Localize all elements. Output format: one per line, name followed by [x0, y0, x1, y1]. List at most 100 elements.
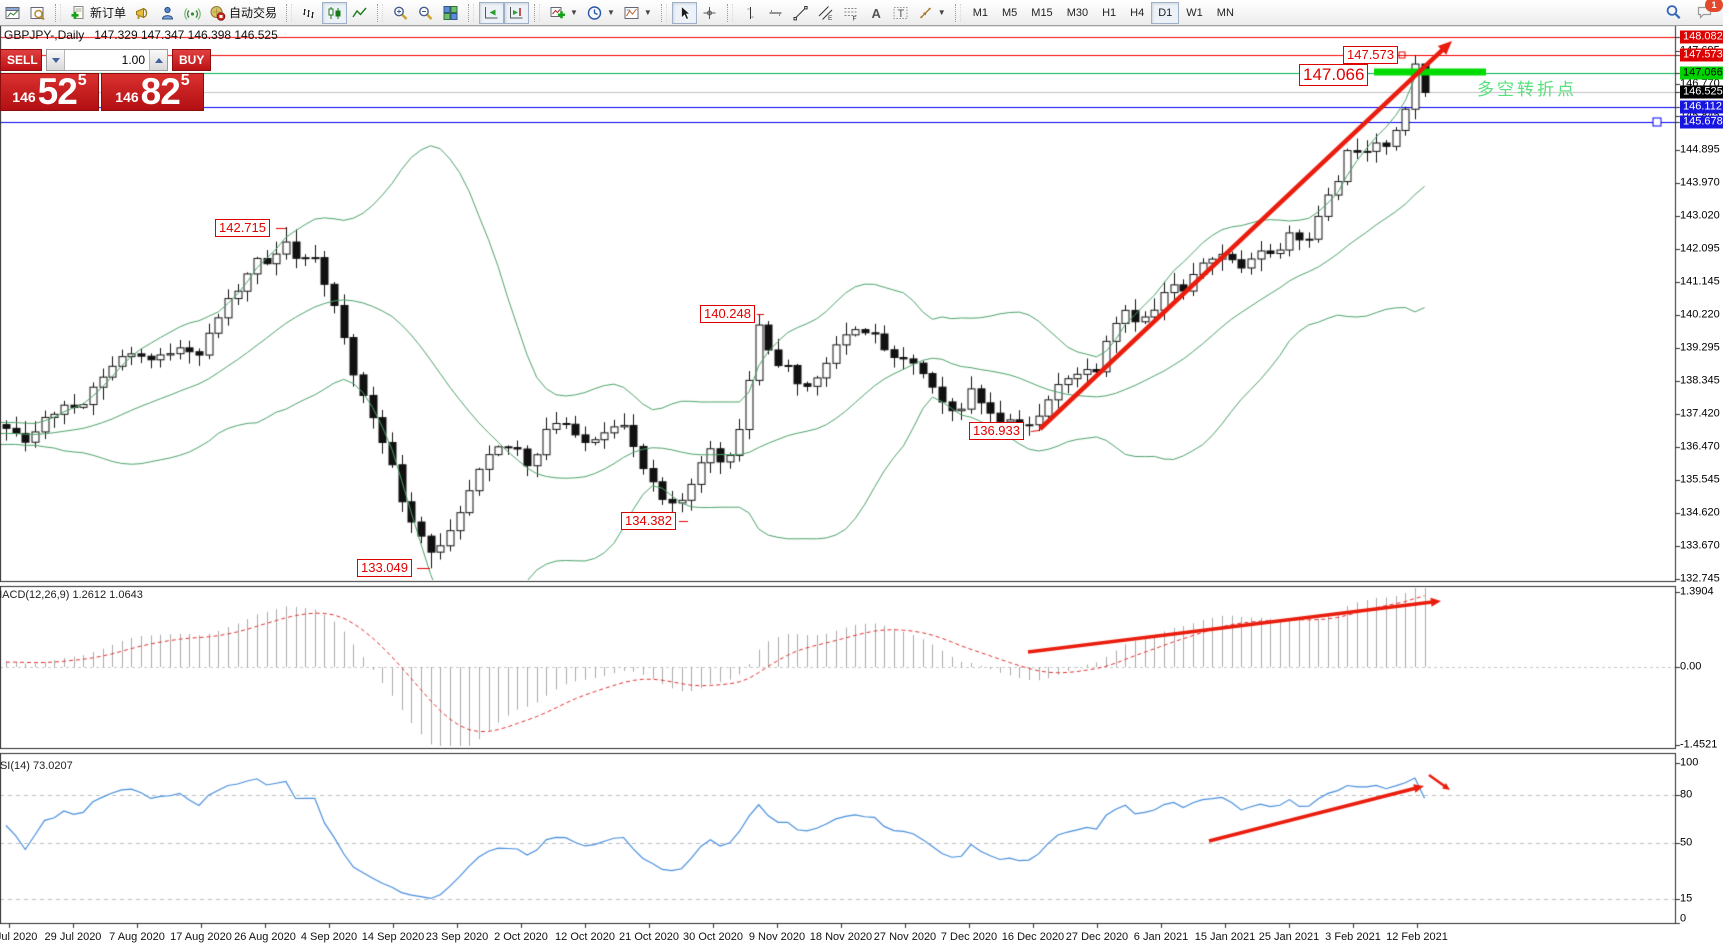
volume-increase-button[interactable] — [149, 50, 167, 70]
data-window-button[interactable] — [25, 2, 50, 24]
price-annotation[interactable]: 134.382 — [621, 512, 676, 530]
search-button[interactable] — [1661, 1, 1686, 23]
templates-button[interactable]: ▼ — [619, 2, 656, 24]
toolbar-separator — [286, 3, 293, 22]
macd-axis-label: 1.3904 — [1680, 585, 1714, 598]
crosshair-button[interactable] — [697, 2, 722, 24]
timeframe-m5-label: M5 — [1002, 6, 1018, 19]
date-axis-label: 23 Sep 2020 — [425, 931, 489, 943]
bull-bear-turning-point-label[interactable]: 多空转折点 — [1477, 80, 1577, 99]
vline-icon — [742, 5, 759, 21]
cursor-icon — [676, 5, 693, 21]
sell-button[interactable]: SELL — [0, 49, 42, 71]
timeframe-m30[interactable]: M30 — [1060, 2, 1095, 24]
sell-pips: 52 — [37, 71, 78, 112]
rsi-name: RSI(14) — [0, 760, 30, 772]
new-order-button[interactable]: 新订单 — [66, 2, 130, 24]
chart-window-button[interactable] — [0, 2, 25, 24]
timeframe-h1[interactable]: H1 — [1095, 2, 1123, 24]
chart-shift-button[interactable] — [504, 1, 530, 24]
channel-button[interactable] — [813, 2, 838, 24]
buy-price-button[interactable]: 146 82 5 — [101, 72, 204, 111]
zoom-out-icon — [417, 5, 434, 21]
date-axis-label: 30 Oct 2020 — [683, 931, 743, 943]
text-button[interactable] — [863, 2, 888, 24]
bar-chart-button[interactable] — [297, 2, 322, 24]
arrows-button[interactable]: ▼ — [913, 2, 950, 24]
vertical-line-button[interactable] — [738, 2, 763, 24]
periods-button[interactable]: ▼ — [582, 2, 619, 24]
timeframe-mn[interactable]: MN — [1210, 2, 1241, 24]
shift-icon — [508, 5, 525, 21]
volume-input[interactable] — [65, 50, 149, 70]
price-axis-label: 135.545 — [1680, 473, 1720, 486]
hline-icon — [767, 5, 784, 21]
timeframe-m30-label: M30 — [1066, 6, 1089, 19]
rsi-value: 73.0207 — [32, 760, 73, 772]
indicators-button[interactable]: ▼ — [545, 2, 582, 24]
date-axis-label: 18 Nov 2020 — [809, 931, 873, 943]
toolbar-separator — [726, 3, 733, 22]
price-axis-label: 144.895 — [1680, 143, 1720, 156]
line-icon — [351, 5, 368, 21]
horizontal-line-button[interactable] — [763, 2, 788, 24]
metaeditor-button[interactable] — [130, 2, 155, 24]
fibonacci-button[interactable] — [838, 2, 863, 24]
line-chart-button[interactable] — [347, 2, 372, 24]
autoscroll-icon — [483, 5, 500, 21]
timeframe-h4[interactable]: H4 — [1123, 2, 1151, 24]
publisher-button[interactable] — [155, 2, 180, 24]
macd-indicator-label: MACD(12,26,9) 1.2612 1.0643 — [0, 589, 143, 601]
tile-windows-button[interactable] — [438, 2, 463, 24]
price-annotation[interactable]: 133.049 — [357, 559, 412, 577]
sell-pipette: 5 — [77, 72, 87, 89]
zoom-in-button[interactable] — [388, 2, 413, 24]
timeframe-m1[interactable]: M1 — [966, 2, 995, 24]
label-button[interactable] — [888, 2, 913, 24]
price-axis-label: 141.145 — [1680, 275, 1720, 288]
date-axis-label: 3 Feb 2021 — [1325, 931, 1381, 943]
chart-title: GBPJPY-,Daily 147.329 147.347 146.398 146… — [4, 28, 278, 42]
level-price-badge: 147.066 — [1680, 66, 1723, 80]
chevron-down-icon: ▼ — [606, 8, 615, 17]
sell-price-button[interactable]: 146 52 5 — [0, 71, 99, 112]
price-annotation[interactable]: 140.248 — [700, 305, 755, 323]
price-annotation[interactable]: 142.715 — [215, 219, 270, 237]
timeframe-m5[interactable]: M5 — [995, 2, 1024, 24]
volume-decrease-button[interactable] — [47, 50, 65, 70]
cursor-button[interactable] — [671, 1, 697, 24]
buy-button[interactable]: BUY — [172, 49, 212, 71]
auto-scroll-button[interactable] — [479, 1, 505, 24]
candles-icon — [326, 5, 343, 21]
signal-icon — [184, 5, 201, 21]
crosshair-icon — [701, 5, 718, 21]
zoom-out-button[interactable] — [413, 2, 438, 24]
candlestick-chart-button[interactable] — [322, 1, 348, 24]
timeframe-d1[interactable]: D1 — [1151, 1, 1180, 24]
ohlc-values: 147.329 147.347 146.398 146.525 — [94, 28, 278, 42]
date-axis-label: 25 Jan 2021 — [1258, 931, 1320, 943]
rsi-axis-label: 50 — [1680, 836, 1693, 849]
autotrade-icon — [209, 5, 226, 21]
timeframe-w1[interactable]: W1 — [1179, 2, 1210, 24]
macd-values: 1.2612 1.0643 — [72, 589, 143, 601]
timeframe-m15[interactable]: M15 — [1024, 2, 1059, 24]
date-axis-label: 17 Aug 2020 — [170, 931, 232, 943]
channel-icon — [817, 5, 834, 21]
search-icon — [1665, 4, 1682, 20]
price-axis-label: 139.295 — [1680, 341, 1720, 354]
date-axis-label: 12 Oct 2020 — [555, 931, 615, 943]
price-annotation[interactable]: 147.066 — [1299, 64, 1369, 86]
trendline-button[interactable] — [788, 2, 813, 24]
chevron-down-icon: ▼ — [937, 8, 946, 17]
price-annotation[interactable]: 136.933 — [969, 422, 1024, 440]
signals-button[interactable] — [180, 2, 205, 24]
triangle-up-icon — [154, 57, 163, 63]
price-annotation[interactable]: 147.573 — [1343, 46, 1398, 64]
price-axis-label: 136.470 — [1680, 440, 1720, 453]
date-axis-label: 4 Sep 2020 — [300, 931, 358, 943]
autotrading-button[interactable]: 自动交易 — [205, 2, 281, 24]
